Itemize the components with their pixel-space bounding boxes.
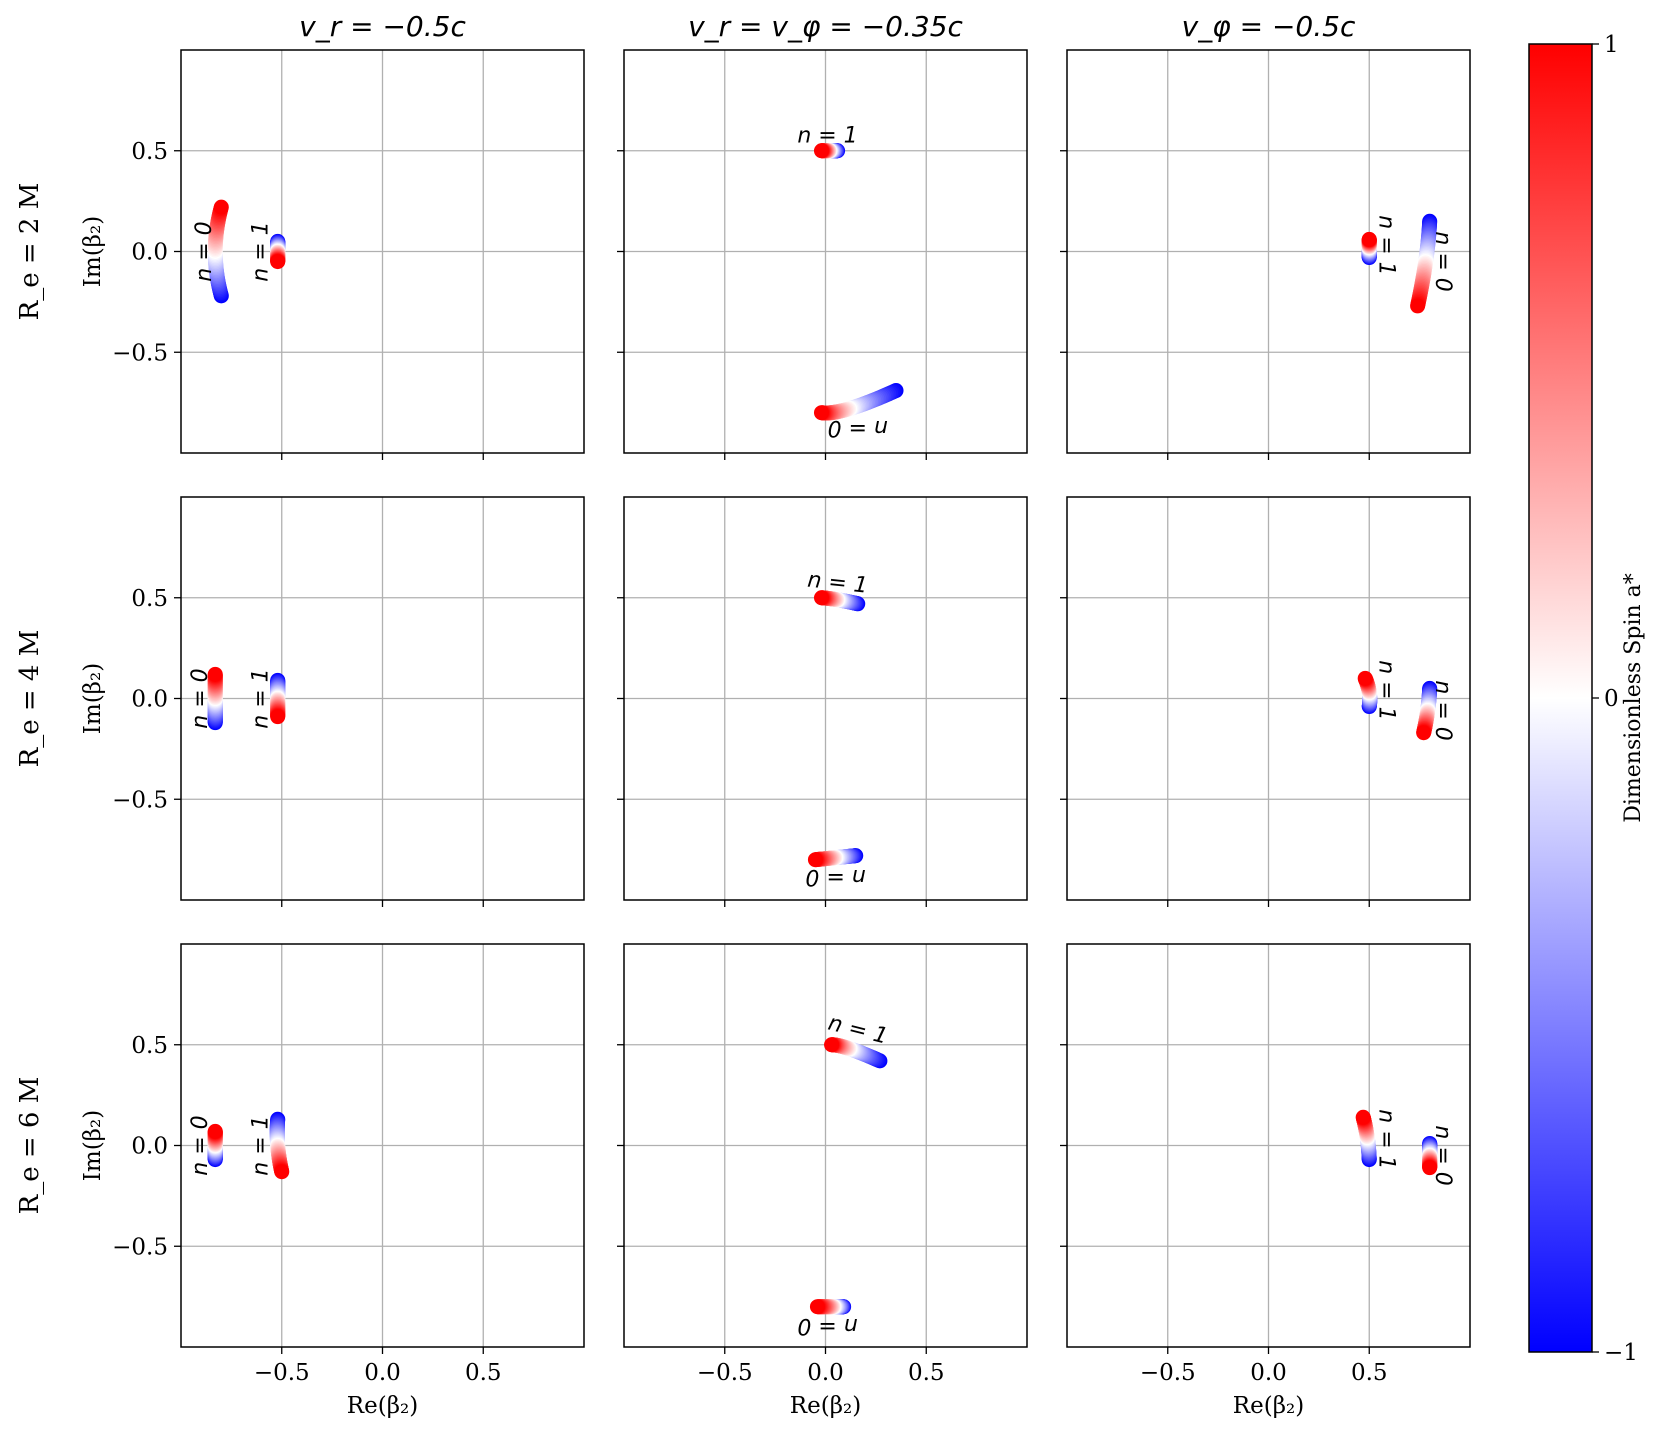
spin-point (213, 199, 229, 215)
column-title: v_r = v_φ = −0.35c (688, 10, 963, 43)
spin-point (1422, 1160, 1438, 1176)
spin-point (813, 143, 829, 159)
spin-point (270, 709, 286, 725)
y-tick-label: 0.5 (131, 1033, 168, 1059)
spin-point (274, 1164, 290, 1180)
x-tick-label: 0.0 (1250, 1360, 1287, 1386)
y-tick-label: 0.5 (131, 586, 168, 612)
x-axis-label: Re(β₂) (347, 1393, 418, 1419)
panel-r2-c2: n = 1 n = 0 −0.5 0.0 0.5 Re(β₂) (1060, 943, 1471, 1419)
spin-point (1410, 298, 1426, 314)
x-axis-label: Re(β₂) (790, 1393, 861, 1419)
panel-r0-c1: n = 1 n = 0 v_r = v_φ = −0.35c (617, 10, 1028, 460)
mode-annotation: n = 0 (192, 221, 217, 281)
spin-point (1357, 670, 1373, 686)
colorbar-label: Dimensionless Spin a* (1621, 573, 1646, 823)
x-tick-label: −0.5 (254, 1360, 310, 1386)
mode-annotation: n = 1 (1373, 1109, 1398, 1169)
x-tick-label: 0.5 (1351, 1360, 1388, 1386)
x-tick-label: 0.0 (807, 1360, 844, 1386)
colorbar-tick-label: 1 (1604, 32, 1619, 58)
y-tick-label: 0.0 (131, 240, 168, 266)
mode-annotation: n = 1 (1373, 660, 1398, 720)
y-axis-label: Im(β₂) (80, 663, 106, 734)
row-label: R_e = 4 M (15, 630, 45, 768)
spin-point (807, 852, 823, 868)
colorbar-tick-label: 0 (1604, 686, 1619, 712)
mode-annotation: n = 0 (805, 864, 865, 889)
colorbar: 1 0 −1 Dimensionless Spin a* (1528, 32, 1646, 1366)
panel-r0-c2: n = 1 n = 0 v_φ = −0.5c (1060, 10, 1471, 460)
mode-annotation: n = 1 (249, 668, 274, 728)
x-tick-label: −0.5 (1140, 1360, 1196, 1386)
panel-r2-c1: n = 1n = 0−0.5 0.0 0.5Re(β₂) (617, 943, 1028, 1419)
y-axis-label: Im(β₂) (80, 216, 106, 287)
y-tick-label: −0.5 (112, 340, 168, 366)
x-tick-label: 0.0 (364, 1360, 401, 1386)
panel-r1-c2: n = 1 n = 0 (1060, 496, 1471, 907)
x-tick-label: 0.5 (465, 1360, 502, 1386)
spin-point (207, 1123, 223, 1139)
y-tick-label: 0.5 (131, 139, 168, 165)
y-axis-label: Im(β₂) (80, 1110, 106, 1181)
colorbar-tick-label: −1 (1604, 1340, 1638, 1366)
y-tick-label: 0.0 (131, 687, 168, 713)
mode-annotation: n = 0 (828, 415, 888, 440)
column-title: v_φ = −0.5c (1182, 10, 1356, 43)
panel-r1-c0: n = 0 n = 1 0.5 0.0 −0.5 Im(β₂) R_e = 4 M (15, 496, 585, 907)
y-tick-label: −0.5 (112, 1234, 168, 1260)
mode-annotation: n = 0 (1430, 1125, 1455, 1185)
panel-r0-c0: n = 0 n = 1 0.5 0.0 −0.5 Im(β₂) R_e = 2 M v_r =… (15, 10, 585, 460)
x-tick-label: −0.5 (697, 1360, 753, 1386)
spin-point (270, 254, 286, 270)
mode-annotation: n = 0 (188, 1115, 213, 1175)
row-label: R_e = 2 M (15, 183, 45, 321)
spin-point (813, 590, 829, 606)
spin-point (207, 666, 223, 682)
mode-annotation: n = 0 (188, 668, 213, 728)
mode-annotation: n = 0 (797, 1313, 857, 1338)
spin-point (1361, 231, 1377, 247)
mode-annotation: n = 1 (797, 124, 857, 149)
spin-point (1355, 1109, 1371, 1125)
mode-annotation: n = 0 (1430, 231, 1455, 291)
panel-r2-c0: n = 0 n = 1 −0.5 0.0 0.5 0.5 0.0 −0.5 Re(β₂) Im(β… (15, 943, 585, 1419)
colorbar-gradient (1528, 43, 1593, 1353)
row-label: R_e = 6 M (15, 1077, 45, 1215)
spin-point (809, 1299, 825, 1315)
spin-point (1416, 725, 1432, 741)
mode-annotation: n = 1 (1373, 215, 1398, 275)
x-tick-label: 0.5 (908, 1360, 945, 1386)
panel-r1-c1: n = 1n = 0 (617, 496, 1028, 907)
spin-point (813, 405, 829, 421)
column-title: v_r = −0.5c (299, 10, 466, 43)
y-tick-label: 0.0 (131, 1134, 168, 1160)
mode-annotation: n = 1 (249, 1115, 274, 1175)
mode-annotation: n = 1 (249, 221, 274, 281)
x-axis-label: Re(β₂) (1233, 1393, 1304, 1419)
mode-annotation: n = 0 (1430, 680, 1455, 740)
y-tick-label: −0.5 (112, 787, 168, 813)
spin-point (824, 1037, 840, 1053)
